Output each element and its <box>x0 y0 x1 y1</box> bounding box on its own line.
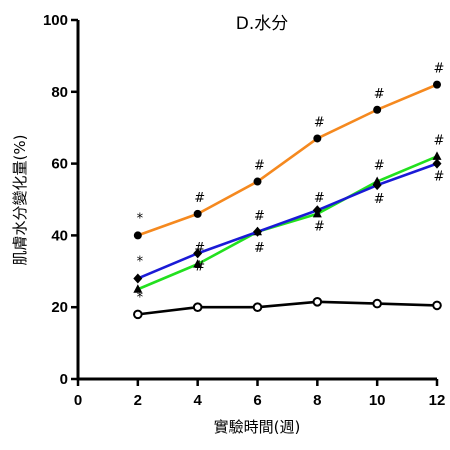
significance-mark: # <box>254 209 265 224</box>
data-point <box>253 177 262 186</box>
significance-mark: # <box>314 115 325 130</box>
data-point <box>312 297 323 307</box>
significance-mark: # <box>254 241 265 256</box>
significance-mark: # <box>254 159 265 174</box>
series-line <box>136 155 439 291</box>
x-tick-label: 10 <box>369 392 386 409</box>
data-point <box>312 205 322 216</box>
significance-mark: # <box>314 219 325 234</box>
series-line <box>136 162 439 280</box>
data-point <box>252 302 263 313</box>
data-point <box>432 158 442 169</box>
x-tick-label: 8 <box>313 392 321 409</box>
significance-mark: * <box>137 290 144 305</box>
significance-mark: # <box>434 62 445 77</box>
data-point <box>133 309 143 320</box>
data-point <box>253 226 262 237</box>
data-point <box>133 231 142 240</box>
data-point <box>313 134 322 143</box>
x-tick-label: 0 <box>74 392 82 409</box>
data-point <box>372 298 382 309</box>
data-point <box>372 180 382 191</box>
significance-mark: * <box>137 254 144 269</box>
x-tick-label: 6 <box>253 392 261 409</box>
y-tick-label: 20 <box>51 299 68 316</box>
x-axis-label: 實驗時間(週) <box>214 418 301 436</box>
data-point <box>432 300 442 311</box>
data-point <box>133 273 143 284</box>
y-tick-label: 0 <box>60 371 68 388</box>
significance-mark: # <box>374 159 385 174</box>
significance-mark: # <box>194 191 205 206</box>
series-line <box>136 300 439 316</box>
plot-area: 0 20 40 60 80 100 0 2 4 6 8 10 12 * # # # # # # # # # # * # # # # # * <box>43 12 445 409</box>
significance-mark: # <box>374 192 385 207</box>
y-tick-label: 60 <box>51 156 68 173</box>
data-point <box>193 259 203 268</box>
data-point <box>373 105 382 114</box>
significance-mark: # <box>194 259 205 274</box>
data-point <box>432 151 442 160</box>
significance-mark: # <box>434 170 445 185</box>
x-tick-label: 2 <box>134 392 142 409</box>
series-line <box>136 83 439 237</box>
significance-mark: # <box>194 241 205 256</box>
data-point <box>193 248 203 259</box>
data-point <box>192 302 203 313</box>
x-tick-label: 4 <box>193 392 202 409</box>
significance-mark: # <box>434 133 445 148</box>
chart-title: D.水分 <box>236 14 289 34</box>
data-point <box>433 80 441 89</box>
significance-mark: # <box>314 191 325 206</box>
y-tick-label: 40 <box>51 227 68 244</box>
significance-mark: * <box>137 211 144 226</box>
y-axis-label: 肌膚水分變化量(%) <box>11 135 29 266</box>
y-tick-label: 80 <box>51 84 68 101</box>
data-point <box>133 284 143 293</box>
data-point <box>193 209 202 218</box>
y-tick-label: 100 <box>43 12 68 29</box>
x-tick-label: 12 <box>429 392 446 409</box>
significance-mark: # <box>374 87 385 102</box>
